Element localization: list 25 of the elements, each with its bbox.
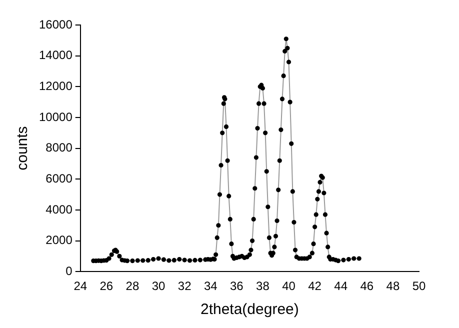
x-tick-label: 42 [308,279,322,294]
y-tick-label: 0 [66,264,73,278]
y-tick-label: 12000 [38,78,73,93]
x-tick-label: 36 [230,279,244,294]
x-tick-label: 28 [126,279,140,294]
x-tick-label: 32 [178,279,192,294]
y-tick-label: 6000 [46,171,73,186]
x-tick-label: 44 [334,279,348,294]
y-axis-title: counts [14,126,32,170]
y-tick-label: 8000 [46,140,73,155]
x-tick-label: 38 [256,279,270,294]
y-tick-label: 16000 [38,17,73,32]
x-tick-label: 26 [100,279,114,294]
x-tick-label: 40 [282,279,296,294]
x-tick-label: 30 [152,279,166,294]
y-tick-label: 10000 [38,110,73,124]
y-tick-label: 4000 [46,202,73,216]
y-tick-label: 2000 [46,233,73,248]
y-tick-label: 14000 [38,48,73,62]
x-axis-title: 2theta(degree) [200,301,299,318]
x-tick-label: 50 [412,279,426,294]
x-tick-label: 48 [386,279,400,294]
x-tick-label: 24 [74,279,88,294]
x-tick-label: 46 [360,279,374,294]
x-tick-label: 34 [204,279,218,294]
